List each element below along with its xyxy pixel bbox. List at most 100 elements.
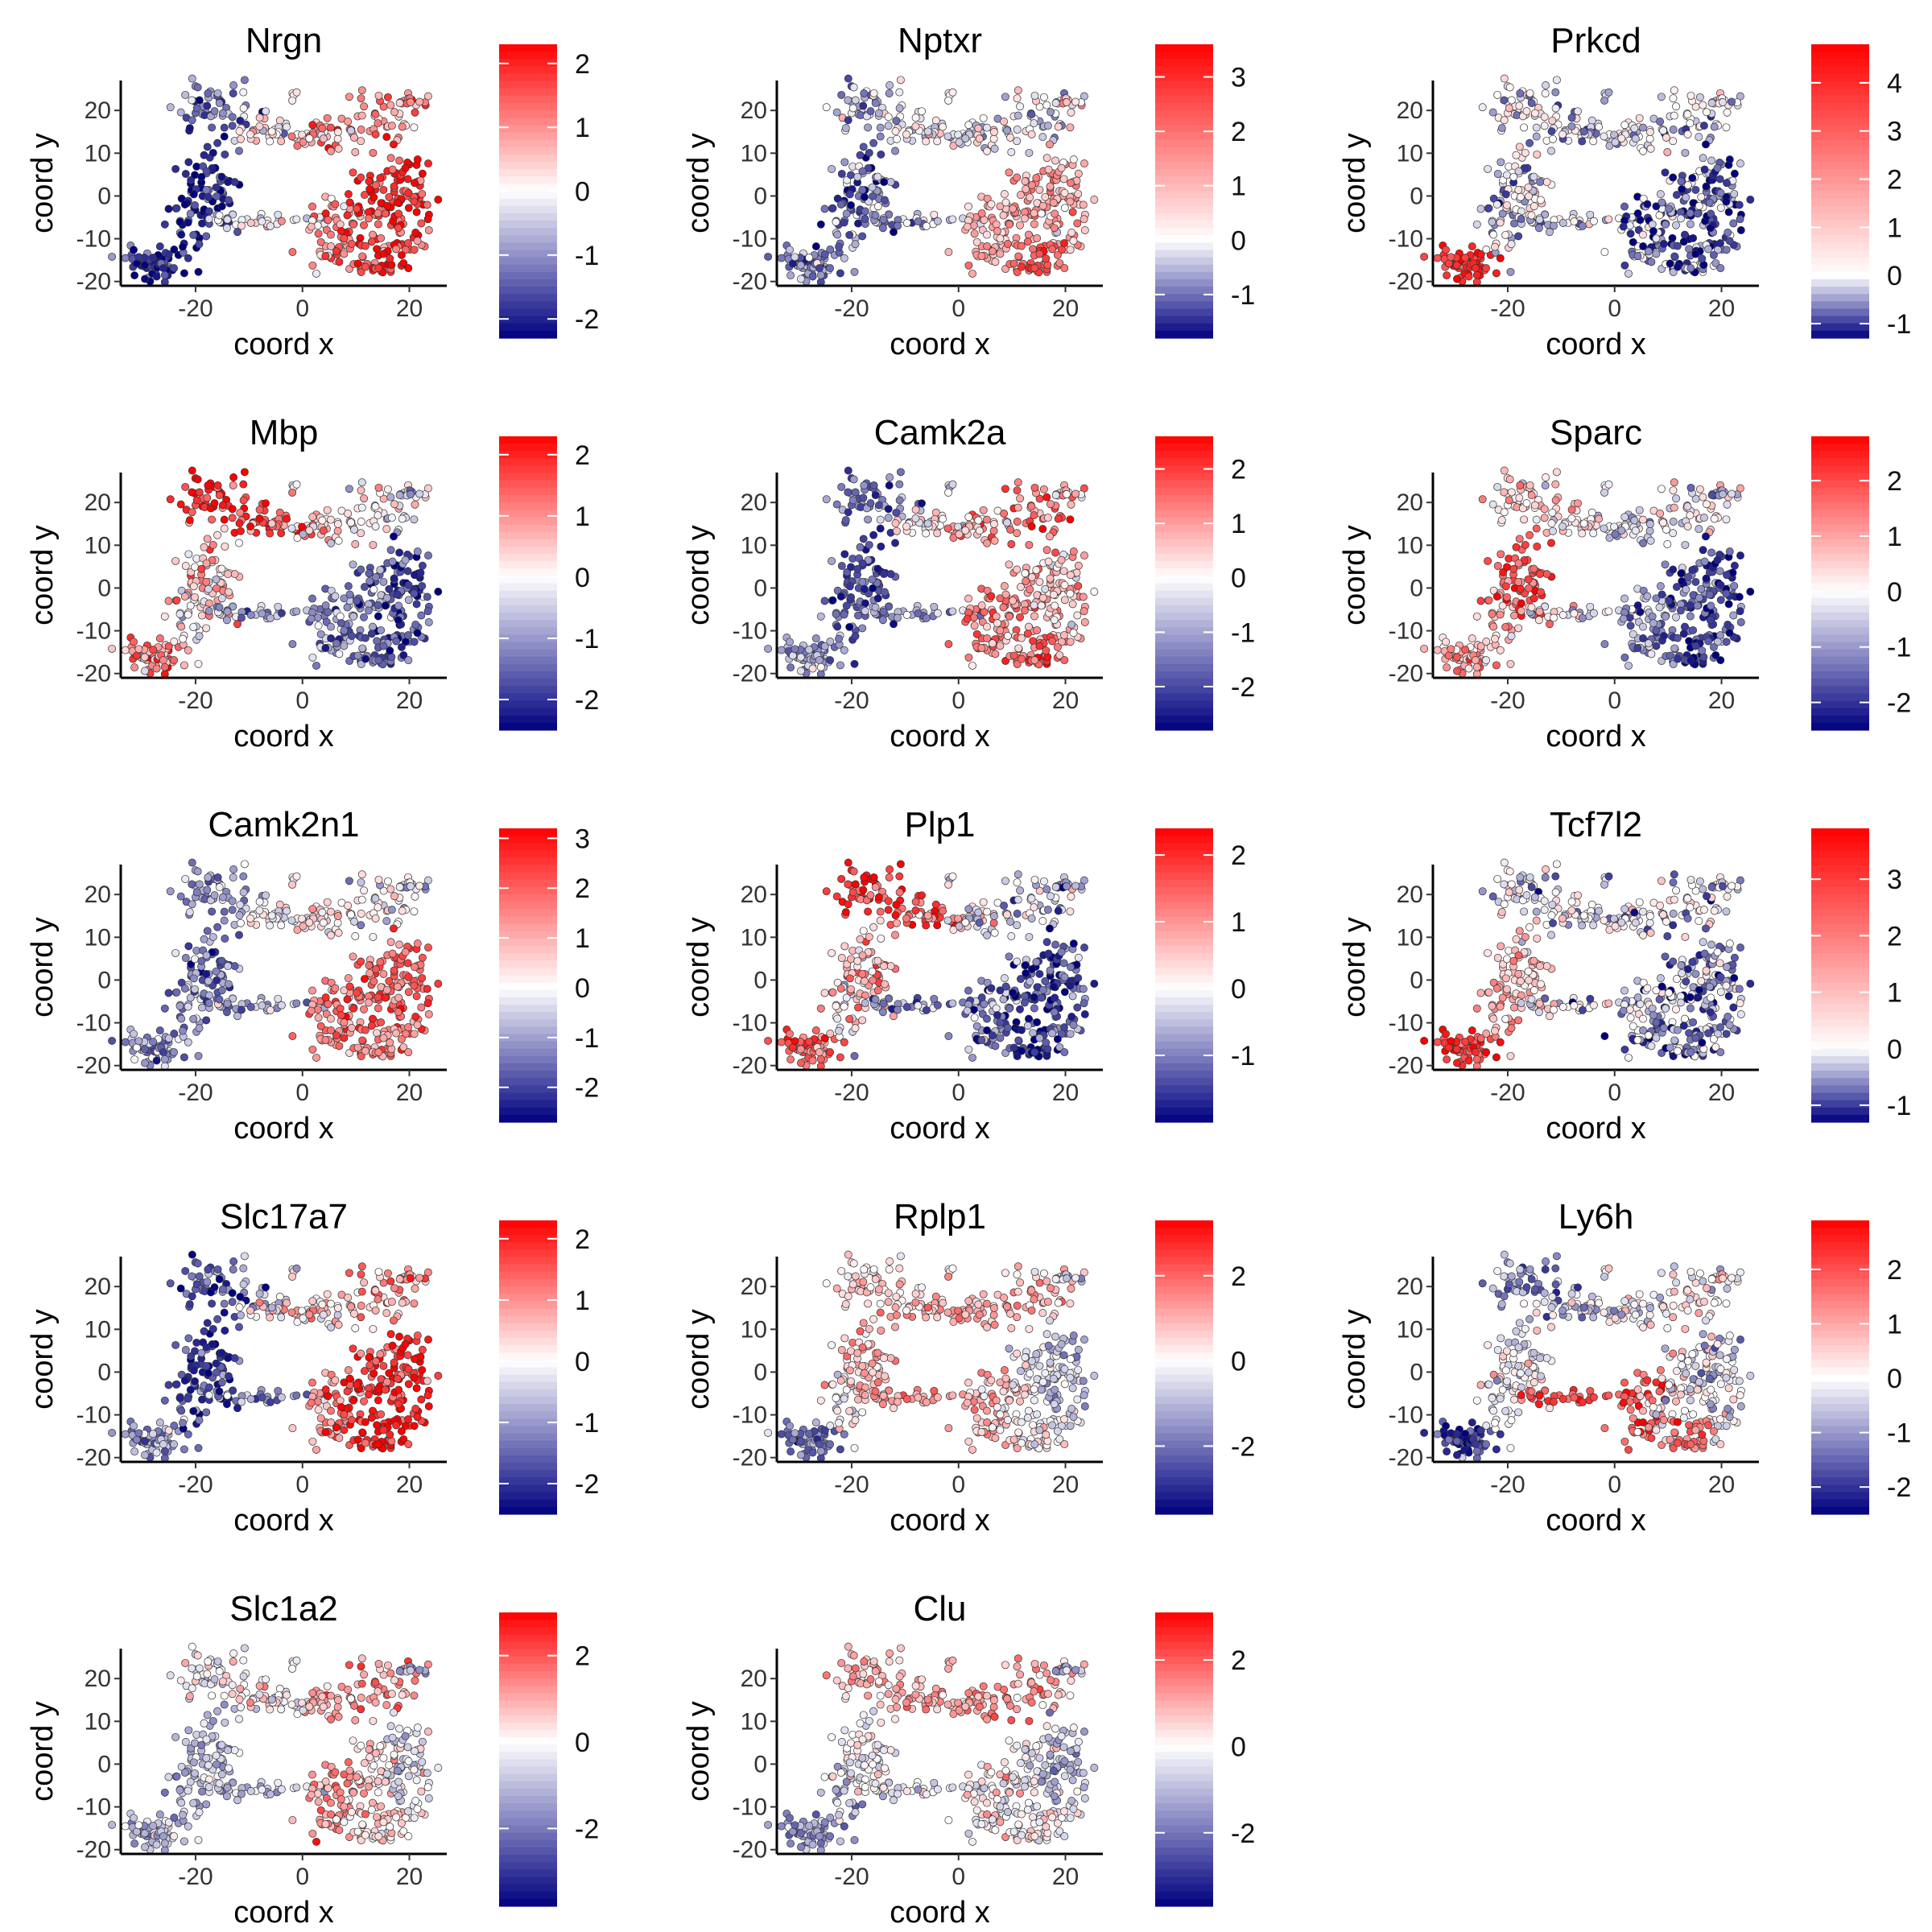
data-point: [415, 881, 424, 890]
data-point: [1035, 642, 1044, 650]
data-point: [1027, 522, 1036, 530]
data-point: [204, 215, 213, 223]
data-point: [1532, 524, 1541, 533]
data-point: [1643, 200, 1652, 208]
data-point: [1657, 198, 1666, 207]
data-point: [1624, 269, 1633, 278]
data-point: [204, 607, 213, 615]
colorbar-step: [1811, 330, 1869, 339]
data-point: [277, 217, 286, 225]
data-point: [345, 982, 354, 991]
data-point: [204, 584, 213, 593]
colorbar-label: -2: [575, 685, 599, 716]
data-point: [1003, 632, 1012, 640]
colorbar-step: [1155, 693, 1213, 702]
data-point: [977, 252, 986, 260]
data-point: [331, 984, 340, 993]
data-point: [327, 931, 336, 939]
data-point: [874, 109, 883, 118]
data-point: [1013, 137, 1022, 146]
colorbar-step: [1155, 627, 1213, 635]
data-point: [1530, 501, 1539, 510]
data-point: [319, 134, 328, 143]
data-point: [424, 943, 432, 952]
data-point: [1500, 488, 1509, 497]
data-point: [1046, 182, 1055, 191]
data-point: [816, 612, 825, 621]
data-point: [1534, 224, 1543, 233]
data-point: [202, 970, 211, 978]
data-point: [235, 911, 244, 920]
colorbar-step: [1811, 147, 1869, 155]
data-point: [277, 921, 286, 930]
data-point: [914, 609, 923, 618]
data-point: [357, 878, 365, 887]
data-point: [873, 202, 882, 211]
data-point: [970, 229, 979, 238]
colorbar-step: [499, 95, 557, 104]
data-point: [1646, 144, 1655, 153]
data-point: [323, 114, 332, 122]
data-point: [1716, 188, 1725, 197]
data-point: [1527, 603, 1536, 612]
data-point: [361, 1046, 369, 1055]
data-point: [828, 556, 836, 565]
colorbar-step: [1811, 583, 1869, 592]
data-point: [1716, 580, 1725, 589]
data-point: [1046, 500, 1055, 509]
colorbar-label: 1: [1231, 509, 1246, 539]
data-point: [336, 612, 345, 621]
data-point: [379, 185, 388, 194]
data-point: [344, 118, 353, 126]
panel-title: Sparc: [1550, 413, 1642, 452]
data-point: [1665, 597, 1674, 605]
colorbar-step: [499, 879, 557, 888]
data-point: [1530, 564, 1538, 573]
data-point: [1000, 190, 1009, 199]
colorbar-step: [1155, 649, 1213, 658]
data-point: [847, 200, 855, 209]
data-point: [848, 496, 857, 505]
data-point: [336, 227, 345, 236]
data-point: [1579, 127, 1588, 136]
data-point: [191, 171, 199, 180]
data-point: [208, 907, 217, 916]
data-point: [1030, 119, 1038, 128]
data-point: [1073, 611, 1082, 620]
data-point: [404, 188, 413, 197]
data-point: [1662, 612, 1670, 621]
y-axis-title: coord y: [26, 525, 60, 625]
data-point: [203, 101, 212, 110]
colorbar-step: [499, 1048, 557, 1057]
data-point: [797, 667, 805, 675]
data-point: [796, 653, 805, 662]
data-point: [368, 622, 377, 631]
data-point: [180, 985, 189, 993]
data-point: [403, 567, 412, 576]
data-point: [1453, 667, 1461, 675]
x-tick-label: 0: [295, 295, 309, 322]
data-point: [816, 663, 825, 671]
data-point: [1482, 246, 1491, 254]
data-point: [1060, 188, 1069, 197]
colorbar-label: -1: [1231, 617, 1255, 648]
data-point: [411, 108, 419, 117]
colorbar-step: [1811, 627, 1869, 635]
data-point: [858, 624, 867, 633]
data-point: [1030, 220, 1038, 229]
data-point: [357, 518, 365, 526]
y-tick-label: -10: [733, 226, 767, 253]
data-point: [1521, 148, 1530, 157]
data-point: [1656, 118, 1665, 126]
colorbar-step: [1155, 510, 1213, 518]
scatter-points: [1420, 74, 1755, 287]
data-point: [159, 264, 167, 273]
data-point: [1534, 616, 1543, 625]
data-point: [401, 555, 410, 564]
data-point: [398, 906, 407, 915]
data-point: [949, 142, 958, 151]
data-point: [797, 275, 805, 283]
data-point: [878, 616, 887, 625]
data-point: [1048, 637, 1057, 646]
data-point: [1051, 548, 1060, 557]
